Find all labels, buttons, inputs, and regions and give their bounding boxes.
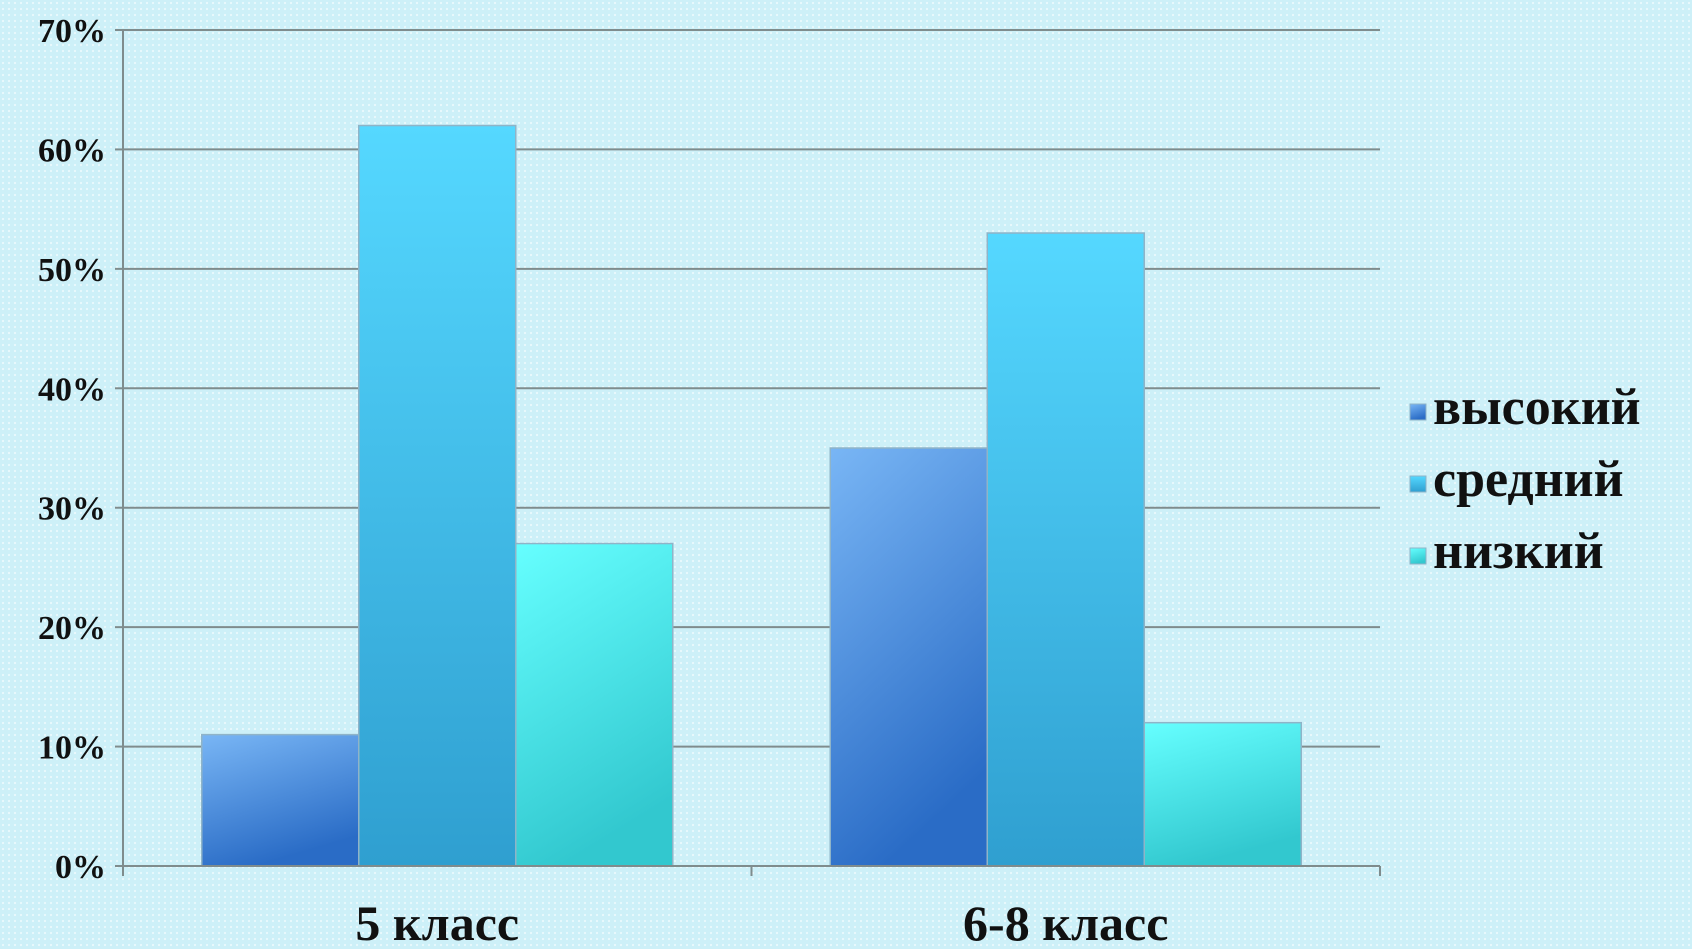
- y-tick-label: 40%: [38, 371, 106, 408]
- bars: [201, 124, 1302, 867]
- x-category-label: 6-8 класс: [963, 895, 1168, 949]
- y-tick-label: 20%: [38, 610, 106, 647]
- legend-label-средний: средний: [1433, 451, 1624, 508]
- y-tick-label: 70%: [38, 13, 106, 50]
- bar-высокий-1: [829, 447, 988, 867]
- y-tick-label: 0%: [55, 849, 106, 886]
- bar-средний-1: [986, 232, 1145, 867]
- bar-средний-0: [358, 124, 517, 867]
- y-tick-label: 10%: [38, 730, 106, 767]
- bar-низкий-1: [1143, 721, 1302, 867]
- legend-label-низкий: низкий: [1433, 523, 1604, 580]
- bar-низкий-0: [515, 542, 674, 867]
- y-tick-label: 50%: [38, 252, 106, 289]
- y-tick-label: 30%: [38, 491, 106, 528]
- y-tick-label: 60%: [38, 132, 106, 169]
- legend-swatch-низкий: [1409, 547, 1427, 565]
- gridlines: [123, 29, 1380, 748]
- axes: [115, 29, 1381, 876]
- y-axis-tick-labels: 0% 10% 20% 30% 40% 50% 60% 70%: [38, 13, 106, 886]
- bar-высокий-0: [201, 733, 360, 867]
- legend-label-высокий: высокий: [1433, 379, 1641, 436]
- x-category-label: 5 класс: [355, 895, 519, 949]
- legend: высокий средний низкий: [1409, 379, 1641, 580]
- legend-swatch-средний: [1409, 475, 1427, 493]
- legend-swatch-высокий: [1409, 403, 1427, 421]
- x-axis-category-labels: 5 класс 6-8 класс: [355, 895, 1168, 949]
